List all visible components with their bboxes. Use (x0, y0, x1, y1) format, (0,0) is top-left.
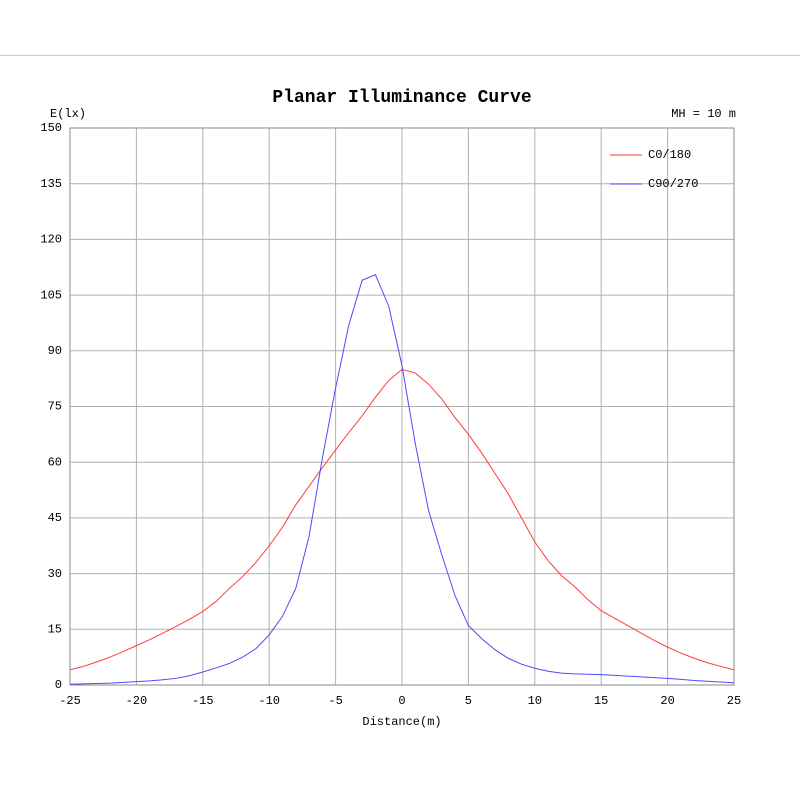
plot-frame (69, 127, 735, 686)
x-tick-label: 25 (727, 694, 741, 708)
legend-label: C0/180 (648, 148, 691, 162)
data-line (69, 274, 735, 685)
x-tick-label: 0 (398, 694, 405, 708)
y-tick-label: 60 (48, 455, 62, 469)
x-axis-label: Distance(m) (362, 715, 441, 729)
x-tick-label: -10 (258, 694, 280, 708)
y-tick-label: 15 (48, 622, 62, 636)
y-tick-label: 105 (40, 288, 62, 302)
y-tick-label: 0 (55, 678, 62, 692)
x-tick-label: 10 (528, 694, 542, 708)
chart-title: Planar Illuminance Curve (272, 88, 531, 108)
x-tick-label: -25 (59, 694, 81, 708)
x-tick-label: 20 (660, 694, 674, 708)
legend-label: C90/270 (648, 177, 698, 191)
y-tick-label: 150 (40, 121, 62, 135)
data-line (69, 368, 735, 671)
y-tick-label: 135 (40, 177, 62, 191)
annotation: MH = 10 m (671, 107, 736, 121)
y-tick-label: 45 (48, 511, 62, 525)
x-tick-label: -20 (126, 694, 148, 708)
y-tick-label: 75 (48, 400, 62, 414)
y-tick-label: 120 (40, 233, 62, 247)
y-tick-label: 90 (48, 344, 62, 358)
x-tick-label: -5 (328, 694, 342, 708)
y-tick-label: 30 (48, 567, 62, 581)
x-tick-label: 15 (594, 694, 608, 708)
y-axis-label: E(lx) (50, 107, 86, 121)
x-tick-label: -15 (192, 694, 214, 708)
x-tick-label: 5 (465, 694, 472, 708)
